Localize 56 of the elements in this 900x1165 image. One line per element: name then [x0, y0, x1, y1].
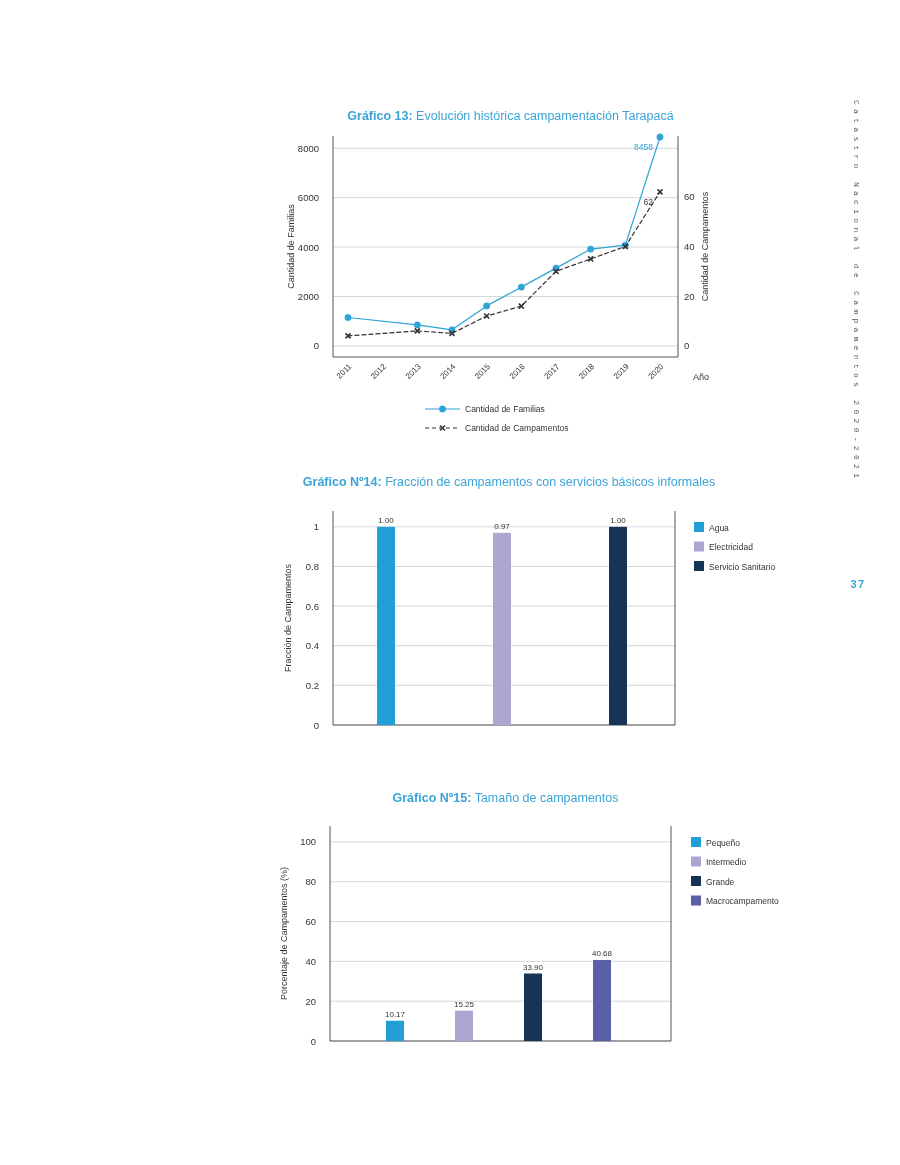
data-label: 1.00 — [610, 515, 627, 525]
legend-label: Cantidad de Campamentos — [465, 423, 569, 433]
y-tick-label: 0.6 — [305, 600, 319, 612]
text: 37 — [850, 578, 866, 590]
legend-label: Servicio Sanitario — [709, 561, 776, 572]
y-tick-label: 0.2 — [305, 679, 319, 691]
y-axis-title: Cantidad de Familias — [286, 203, 296, 289]
data-label: 15.25 — [453, 999, 475, 1009]
data-label: 8458 — [634, 142, 654, 153]
legend-label: Macrocampamento — [706, 896, 780, 906]
y2-tick-label: 40 — [684, 241, 695, 252]
y-tick-label: 0 — [310, 1035, 316, 1047]
data-label: 10.17 — [384, 1009, 406, 1019]
chart-title: Gráfico Nº14: Fracción de campamentos con servicios básicos informales — [302, 475, 716, 489]
point — [413, 321, 421, 329]
point — [344, 314, 352, 321]
y-tick-label: 20 — [305, 995, 316, 1007]
y-tick-label: 2000 — [297, 291, 319, 302]
y2-tick-label: 0 — [684, 340, 690, 352]
legend-label: Intermedio — [706, 857, 747, 867]
point — [483, 302, 491, 310]
y-tick-label: 60 — [305, 916, 316, 928]
legend-label: Grande — [706, 876, 735, 887]
data-label: 33.90 — [522, 962, 544, 972]
y-tick-label: 100 — [300, 836, 316, 848]
data-label: 40.68 — [591, 949, 613, 959]
point — [656, 133, 664, 141]
legend-label: Pequeño — [706, 837, 741, 848]
y-tick-label: 0 — [313, 340, 319, 352]
y-axis-title: Fracción de Campamentos — [283, 563, 293, 673]
chart-title: Gráfico 13: Evolución histórica campamentación Tarapacá — [347, 109, 674, 123]
y-tick-label: 40 — [305, 955, 316, 967]
y-tick-label: 0 — [313, 719, 319, 731]
legend-label: Cantidad de Familias — [465, 404, 545, 414]
data-label: 0.97 — [494, 521, 511, 531]
legend-label: Electricidad — [709, 542, 754, 552]
data-label: 62 — [643, 196, 654, 207]
point — [517, 283, 525, 291]
y-tick-label: 1 — [313, 521, 319, 533]
y2-tick-label: 60 — [684, 191, 695, 203]
y-tick-label: 80 — [305, 876, 316, 888]
chart-title: Gráfico Nº15: Tamaño de campamentos — [392, 791, 619, 805]
y-tick-label: 4000 — [297, 241, 319, 253]
y-tick-label: 0.4 — [305, 640, 319, 652]
data-label: 1.00 — [378, 515, 395, 525]
point — [587, 245, 595, 253]
legend-label: Agua — [709, 522, 730, 533]
y-tick-label: 0.8 — [305, 560, 319, 572]
point — [344, 332, 352, 340]
y-axis-title: Porcentaje de Campamentos (%) — [279, 866, 289, 1001]
y-tick-label: 8000 — [297, 142, 319, 154]
y2-tick-label: 20 — [684, 290, 695, 302]
text: Catastro Nacional de Campamentos 2020-2021 — [852, 100, 861, 483]
x-axis-title: Año — [693, 372, 710, 382]
y-tick-label: 6000 — [297, 192, 319, 204]
y2-axis-title: Cantidad de Campamentos — [700, 191, 710, 302]
